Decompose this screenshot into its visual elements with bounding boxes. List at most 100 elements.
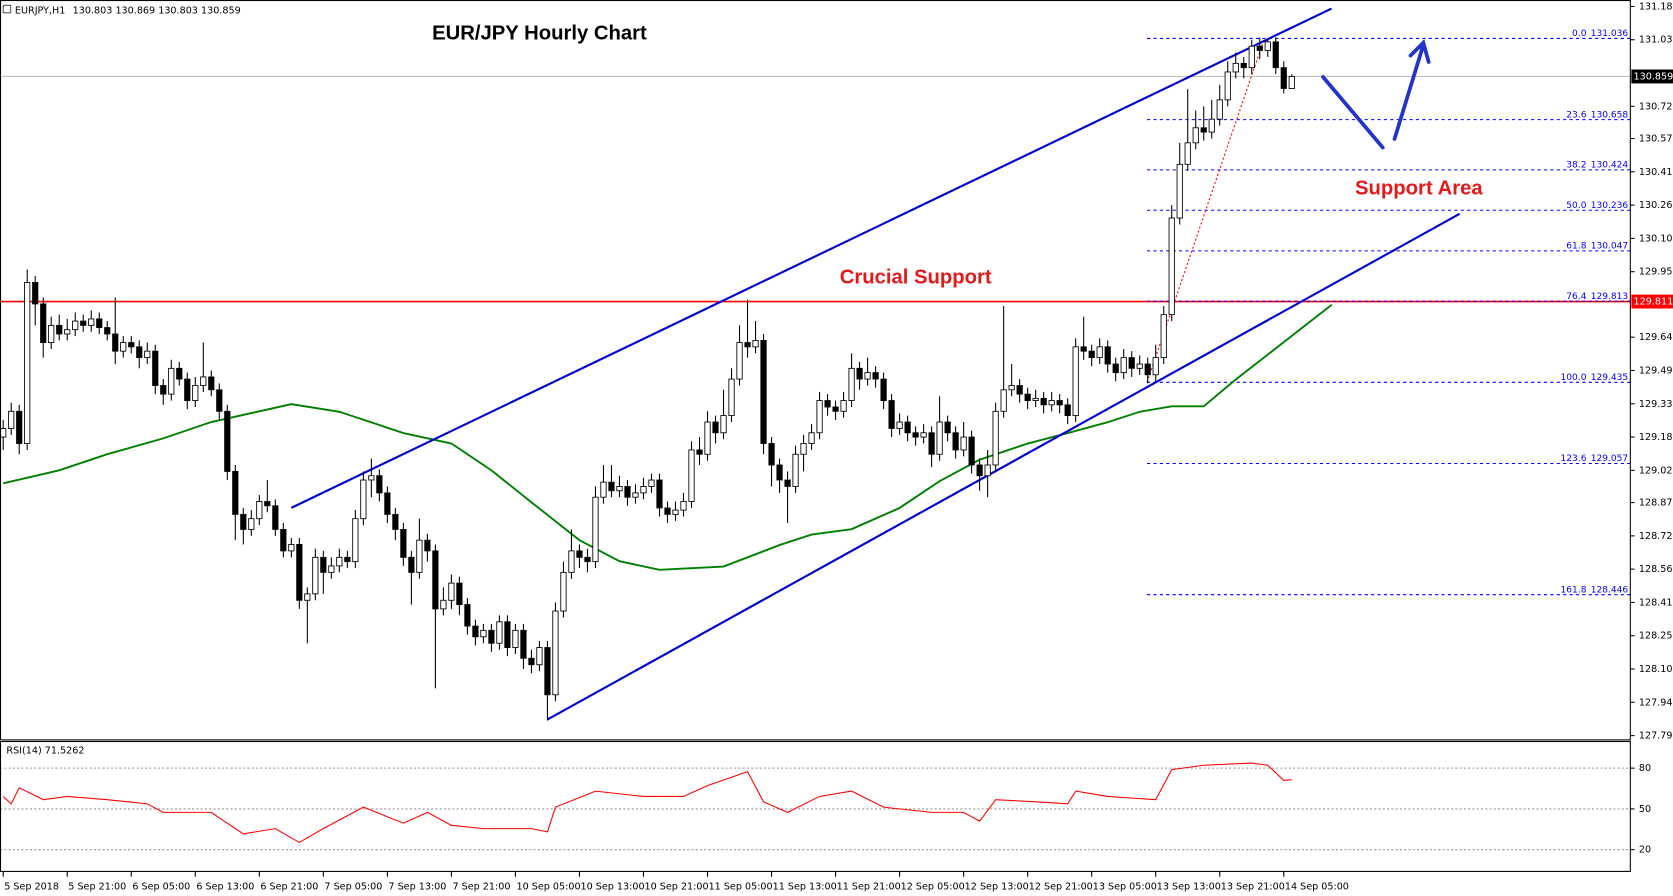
candle-body (224, 410, 231, 472)
up-arrow-head (1408, 39, 1431, 64)
candle-body (56, 324, 63, 335)
candle-body (856, 367, 863, 380)
candle-body (632, 492, 639, 498)
annotation: Crucial Support (840, 266, 992, 288)
header-low: 130.803 (158, 6, 198, 17)
candle-body (624, 486, 631, 498)
candle-body (1048, 400, 1055, 406)
candle-body (760, 339, 767, 444)
fib-ratio: 161.8 (1561, 585, 1587, 595)
candle-body (1088, 350, 1095, 359)
candle-body (1216, 99, 1223, 120)
candle-body (712, 421, 719, 434)
candle-body (384, 492, 391, 515)
y-tick-label: 129.645 (1639, 332, 1673, 343)
candle-body (736, 342, 743, 380)
candle-body (432, 550, 439, 610)
candle-body (688, 449, 695, 502)
x-tick-label: 10 Sep 21:00 (645, 881, 709, 892)
candle-body (1144, 363, 1151, 376)
candle-body (312, 556, 319, 595)
y-tick-label: 129.025 (1639, 465, 1673, 476)
moving-average (2, 303, 1333, 571)
candle-body (912, 432, 919, 438)
header-close: 130.859 (201, 6, 241, 17)
candle-body (48, 324, 55, 343)
rsi-title: RSI(14) 71.5262 (6, 746, 84, 757)
candle-body (832, 406, 839, 412)
candle-body (592, 496, 599, 563)
x-tick-label: 7 Sep 05:00 (324, 881, 382, 892)
candle-body (336, 556, 343, 567)
candle-body (360, 479, 367, 520)
fib-label: 161.8 128.446 (1561, 585, 1629, 595)
fib-label: 100.0 129.435 (1561, 372, 1629, 382)
rsi-line (2, 762, 1292, 844)
x-tick-label: 7 Sep 13:00 (388, 881, 446, 892)
candle-body (136, 346, 143, 359)
candle-body (456, 582, 463, 606)
candle-body (1128, 357, 1135, 369)
fib-price: 129.057 (1591, 454, 1628, 464)
x-tick-label: 6 Sep 05:00 (132, 881, 190, 892)
fib-ratio: 123.6 (1561, 454, 1587, 464)
fib-ratio: 38.2 (1566, 160, 1586, 170)
y-tick-label: 130.720 (1639, 101, 1673, 112)
candle-body (8, 410, 15, 429)
candle-body (392, 513, 399, 530)
candle-body (320, 556, 327, 573)
candle-body (88, 318, 95, 326)
x-tick-label: 11 Sep 21:00 (837, 881, 901, 892)
candle-body (576, 550, 583, 558)
header: EURJPY,H1 130.803 130.869 130.803 130.85… (15, 6, 241, 17)
candle-body (1168, 217, 1175, 316)
candle-body (640, 486, 647, 494)
current-price-label: 130.859 (1634, 71, 1673, 82)
fib-ratio: 0.0 (1572, 29, 1587, 39)
candle-body (976, 464, 983, 477)
candle-body (744, 342, 751, 348)
annotation: Support Area (1355, 178, 1483, 200)
x-tick-label: 12 Sep 05:00 (901, 881, 965, 892)
fib-label: 123.6 129.057 (1561, 454, 1629, 464)
candle-body (240, 513, 247, 530)
fib-price: 129.813 (1591, 291, 1629, 301)
header-icon (2, 4, 12, 14)
candle-body (608, 481, 615, 492)
upper-trend-line (290, 7, 1333, 509)
y-tick-label: 129.950 (1639, 267, 1673, 278)
candle-body (1112, 363, 1119, 374)
candle-body (960, 436, 967, 451)
support-label: 129.811 (1634, 297, 1673, 308)
x-tick-label: 11 Sep 13:00 (773, 881, 837, 892)
candle-body (680, 501, 687, 511)
candle-body (616, 486, 623, 492)
y-tick-label: 127.945 (1639, 697, 1673, 708)
candle-body (64, 329, 71, 335)
candle-body (248, 518, 255, 530)
candle-body (144, 350, 151, 359)
y-tick-label: 128.410 (1639, 597, 1673, 608)
x-tick-label: 5 Sep 2018 (4, 881, 59, 892)
candle-body (104, 327, 111, 335)
candle-body (344, 556, 351, 563)
arrows (1321, 39, 1431, 150)
candle-body (992, 410, 999, 466)
candle-body (80, 320, 87, 326)
candle-body (168, 367, 175, 395)
candle-body (824, 400, 831, 408)
candle-body (896, 421, 903, 429)
candle-body (1272, 41, 1279, 69)
candle-body (848, 367, 855, 401)
candle-body (96, 318, 103, 328)
candle-body (560, 571, 567, 612)
candle-body (416, 539, 423, 573)
candle-body (1080, 346, 1087, 352)
up-arrow-shaft (1392, 43, 1426, 141)
candle-body (888, 400, 895, 429)
y-tick-label: 130.415 (1639, 167, 1673, 178)
candle-body (304, 593, 311, 601)
candle-body (1016, 385, 1023, 395)
candle-body (720, 415, 727, 434)
